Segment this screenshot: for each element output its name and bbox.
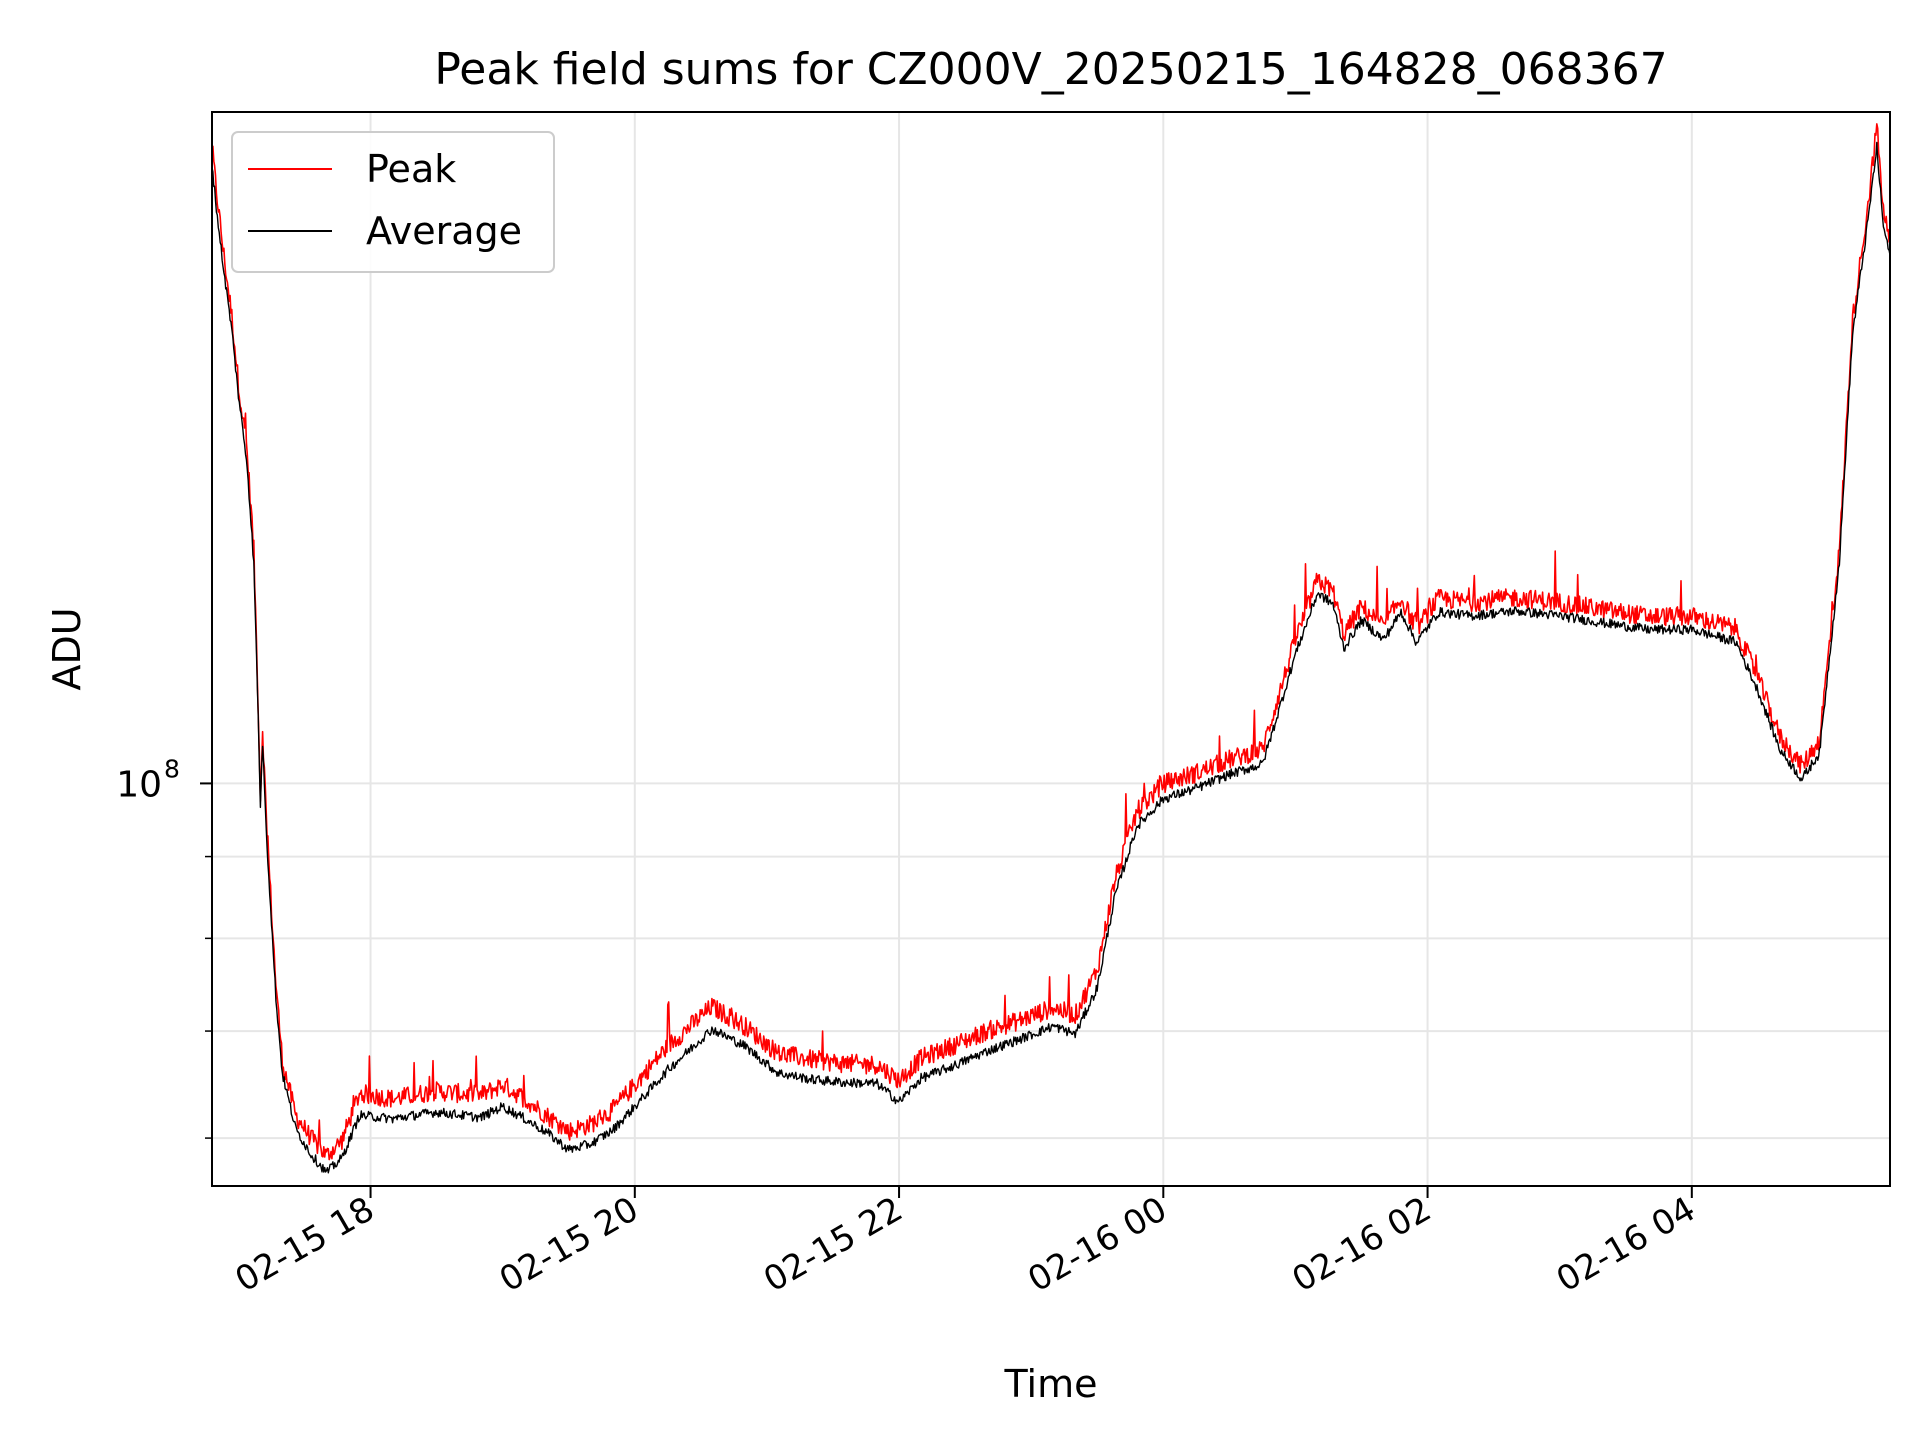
- series-line-peak: [212, 123, 1890, 1161]
- grid: [212, 112, 1890, 1186]
- x-axis-label: Time: [1004, 1362, 1098, 1406]
- y-axis-label: ADU: [45, 607, 89, 690]
- plot-frame: [211, 111, 1891, 1187]
- chart-title: Peak field sums for CZ000V_20250215_1648…: [434, 44, 1667, 95]
- legend-label-average: Average: [366, 209, 522, 253]
- y-axis: 10 8: [116, 754, 212, 1139]
- y-tick-label-exponent: 8: [164, 754, 180, 783]
- legend-label-peak: Peak: [366, 147, 456, 191]
- legend: Peak Average: [231, 131, 555, 273]
- y-tick-label: 10: [116, 764, 162, 805]
- legend-box: [231, 131, 555, 273]
- series-line-average: [212, 141, 1890, 1174]
- series-layer: [212, 123, 1890, 1174]
